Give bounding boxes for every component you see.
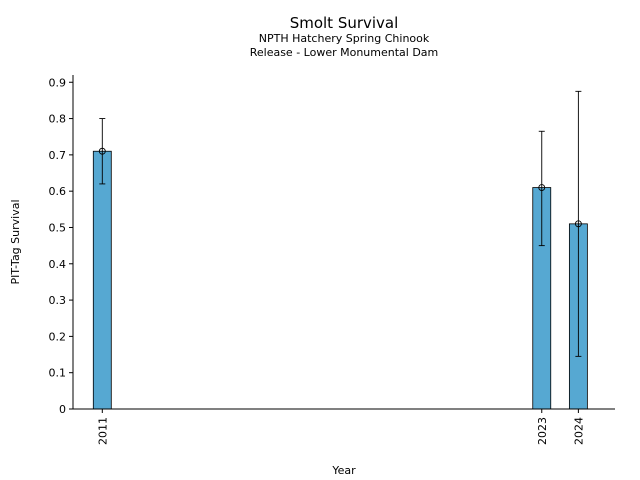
y-tick-label: 0.9: [49, 76, 67, 89]
chart-subtitle-line-1: NPTH Hatchery Spring Chinook: [259, 32, 430, 45]
y-tick-label: 0.8: [49, 113, 67, 126]
x-axis-label: Year: [331, 464, 356, 477]
y-tick-label: 0.1: [49, 367, 67, 380]
y-axis-label: PIT-Tag Survival: [9, 199, 22, 284]
x-tick-label: 2023: [536, 417, 549, 445]
x-tick-label: 2024: [572, 417, 585, 445]
bar-2011: [92, 150, 112, 410]
y-tick-label: 0.2: [49, 330, 67, 343]
x-tick-label: 2011: [96, 417, 109, 445]
y-tick-label: 0.4: [49, 258, 67, 271]
point-marker-2023: [538, 184, 546, 191]
point-marker-2024: [574, 220, 582, 228]
y-tick-label: 0.7: [49, 149, 67, 162]
y-tick-label: 0.6: [49, 185, 67, 198]
y-tick-label: 0.5: [49, 221, 67, 234]
chart-subtitle-line-2: Release - Lower Monumental Dam: [250, 46, 439, 59]
chart-title: Smolt Survival: [290, 14, 399, 32]
point-marker-2011: [98, 147, 106, 155]
y-tick-label: 0.3: [49, 294, 67, 307]
plot-area: 0 0.1 0.2 0.3 0.4 0.5 0.6 0.7 0.8 0.9 2011 2023 2024: [49, 76, 588, 445]
y-tick-label: 0: [59, 403, 66, 416]
